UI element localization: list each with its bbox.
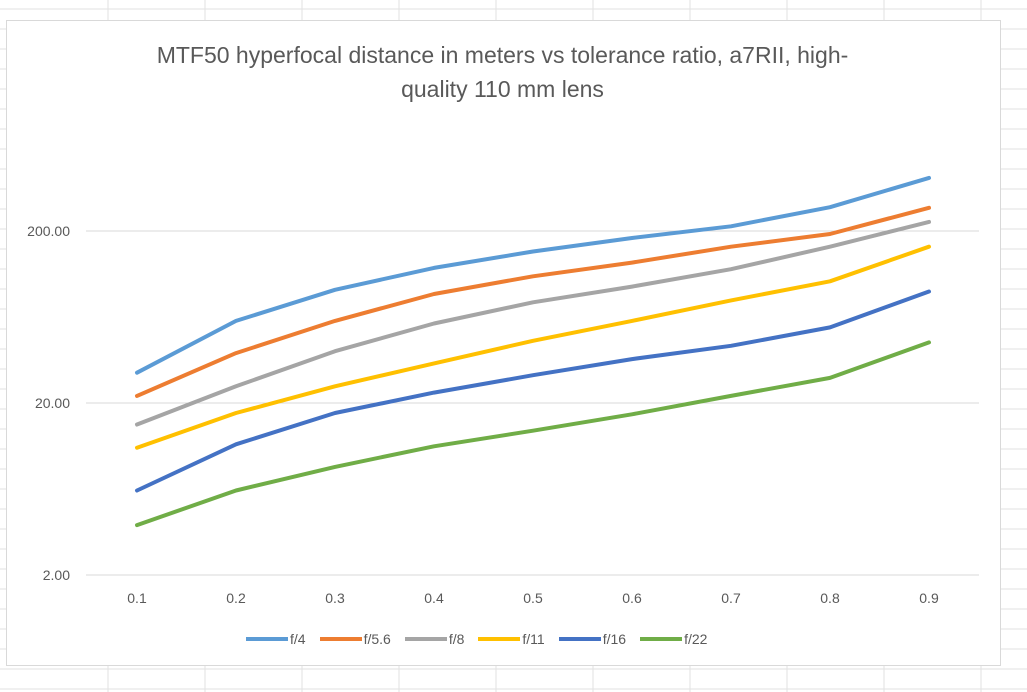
legend-swatch: [246, 637, 288, 641]
chart-title: MTF50 hyperfocal distance in meters vs t…: [0, 38, 1005, 106]
series-line-f-5-6[interactable]: [135, 205, 931, 398]
y-tick-label: 200.00: [27, 223, 70, 239]
x-tick-label: 0.7: [721, 590, 741, 606]
legend-label: f/4: [290, 631, 306, 647]
x-tick-label: 0.6: [622, 590, 642, 606]
legend-swatch: [319, 637, 362, 641]
chart-legend: f/4 f/5.6 f/8 f/11 f/16 f/22: [246, 629, 721, 649]
legend-label: f/8: [448, 631, 465, 647]
x-tick-label: 0.9: [919, 590, 939, 606]
legend-label: f/11: [522, 631, 545, 647]
legend-item[interactable]: f/4: [246, 631, 306, 647]
x-tick-label: 0.2: [226, 590, 246, 606]
y-tick-label: 2.00: [43, 567, 70, 583]
legend-swatch: [558, 637, 601, 641]
x-tick-label: 0.3: [325, 590, 345, 606]
series-line-f-8[interactable]: [135, 219, 931, 427]
legend-item[interactable]: f/11: [478, 631, 545, 647]
y-tick-label: 20.00: [35, 395, 70, 411]
x-tick-label: 0.4: [424, 590, 444, 606]
x-tick-label: 0.8: [820, 590, 840, 606]
legend-swatch: [404, 637, 447, 641]
legend-item[interactable]: f/8: [404, 631, 465, 647]
x-tick-label: 0.1: [127, 590, 147, 606]
legend-swatch: [640, 637, 683, 641]
x-tick-label: 0.5: [523, 590, 543, 606]
series-line-f-4[interactable]: [135, 175, 931, 375]
legend-item[interactable]: f/5.6: [319, 631, 391, 647]
legend-item[interactable]: f/22: [640, 631, 707, 647]
legend-swatch: [478, 637, 521, 641]
series-line-f-11[interactable]: [135, 244, 931, 450]
legend-label: f/16: [602, 631, 627, 647]
legend-item[interactable]: f/16: [558, 631, 627, 647]
legend-label: f/5.6: [363, 631, 391, 647]
series-line-f-22[interactable]: [135, 340, 931, 528]
chart-title-line-1: MTF50 hyperfocal distance in meters vs t…: [156, 42, 849, 68]
legend-label: f/22: [684, 631, 708, 647]
chart-area[interactable]: [6, 20, 1001, 666]
chart-title-line-2: quality 110 mm lens: [401, 76, 604, 102]
series-line-f-16[interactable]: [135, 289, 931, 493]
